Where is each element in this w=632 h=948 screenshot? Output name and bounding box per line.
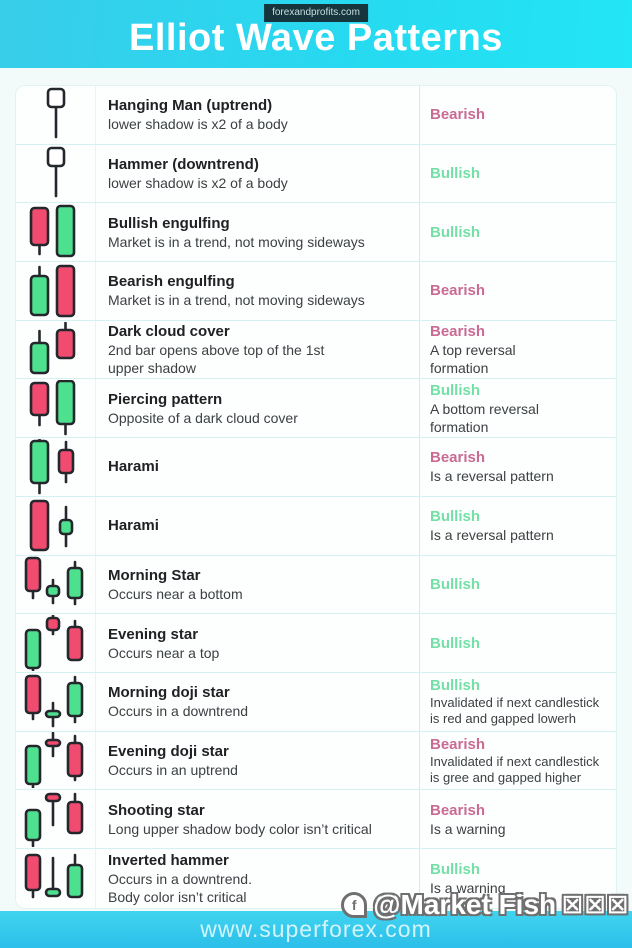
pattern-name: Bearish engulfing (108, 273, 235, 291)
pattern-row: Piercing pattern Opposite of a dark clou… (16, 379, 616, 439)
pattern-name: Harami (108, 458, 159, 476)
signal-note: Invalidated if next candlestick is red a… (430, 695, 600, 727)
pattern-name: Morning Star (108, 566, 201, 584)
hanging-man-icon (16, 86, 96, 144)
pattern-name: Shooting star (108, 801, 205, 819)
pattern-name: Morning doji star (108, 684, 230, 702)
pattern-description: Occurs in an uptrend (108, 761, 238, 778)
footer-bar: www.superforex.com (0, 911, 632, 948)
signal-note: Invalidated if next candlestick is gree … (430, 753, 600, 785)
shooting-star-icon (16, 790, 96, 848)
signal-label: Bearish (430, 106, 486, 124)
signal-note: A top reversal formation (430, 342, 516, 377)
pattern-description: Market is in a trend, not moving sideway… (108, 292, 365, 309)
dark-cloud-cover-icon (16, 320, 96, 379)
pattern-description: lower shadow is x2 of a body (108, 116, 288, 133)
pattern-description: Market is in a trend, not moving sideway… (108, 233, 365, 250)
harami-bullish-icon (16, 496, 96, 555)
pattern-row: Hanging Man (uptrend) lower shadow is x2… (16, 86, 616, 145)
pattern-name: Inverted hammer (108, 851, 229, 869)
evening-star-icon (16, 614, 96, 672)
signal-note: Is a reversal pattern (430, 468, 554, 485)
pattern-row: Bearish engulfing Market is in a trend, … (16, 262, 616, 321)
pattern-description: 2nd bar opens above top of the 1st upper… (108, 342, 325, 377)
morning-star-icon (16, 555, 96, 614)
pattern-name: Hanging Man (uptrend) (108, 97, 273, 115)
signal-label: Bullish (430, 165, 481, 183)
pattern-name: Harami (108, 517, 159, 535)
pattern-name: Bullish engulfing (108, 214, 230, 232)
pattern-row: Hammer (downtrend) lower shadow is x2 of… (16, 144, 616, 204)
signal-label: Bearish (430, 801, 486, 819)
pattern-description: Occurs near a top (108, 644, 220, 661)
pattern-row: Morning Star Occurs near a bottom Bullis… (16, 555, 616, 615)
watermark-handle: @Market Fish (373, 889, 557, 920)
signal-label: Bullish (430, 381, 481, 399)
signal-label: Bullish (430, 223, 481, 241)
source-badge: forexandprofits.com (264, 4, 368, 22)
pattern-description: Occurs in a downtrend. Body color isn’t … (108, 870, 252, 905)
pattern-name: Piercing pattern (108, 390, 223, 408)
pattern-row: Evening doji star Occurs in an uptrend B… (16, 731, 616, 791)
morning-doji-star-icon (16, 672, 96, 731)
pattern-description: Long upper shadow body color isn’t criti… (108, 820, 372, 837)
signal-note: A bottom reversal formation (430, 400, 539, 435)
pattern-row: Morning doji star Occurs in a downtrend … (16, 672, 616, 732)
signal-note: Is a warning (430, 820, 506, 837)
missing-glyph-boxes: ☒☒☒ (562, 891, 630, 918)
signal-label: Bullish (430, 860, 481, 878)
pattern-description: Opposite of a dark cloud cover (108, 409, 298, 426)
pattern-name: Evening star (108, 625, 199, 643)
pattern-description: lower shadow is x2 of a body (108, 175, 288, 192)
inverted-hammer-icon (16, 848, 96, 908)
signal-label: Bearish (430, 449, 486, 467)
signal-label: Bullish (430, 634, 481, 652)
signal-label: Bullish (430, 508, 481, 526)
piercing-pattern-icon (16, 379, 96, 438)
signal-label: Bullish (430, 575, 481, 593)
pattern-description: Occurs near a bottom (108, 585, 243, 602)
pattern-row: Harami Bearish Is a reversal pattern (16, 438, 616, 497)
patterns-table: Hanging Man (uptrend) lower shadow is x2… (15, 85, 617, 909)
bearish-engulfing-icon (16, 262, 96, 320)
signal-label: Bullish (430, 677, 481, 695)
page-title: Elliot Wave Patterns (129, 17, 503, 59)
evening-doji-star-icon (16, 731, 96, 790)
signal-label: Bearish (430, 282, 486, 300)
pattern-row: Bullish engulfing Market is in a trend, … (16, 203, 616, 263)
watermark: f @Market Fish ☒☒☒ (341, 889, 630, 921)
signal-label: Bearish (430, 735, 486, 753)
pattern-row: Inverted hammer Occurs in a downtrend. B… (16, 848, 616, 908)
pattern-row: Evening star Occurs near a top Bullish (16, 614, 616, 673)
bullish-engulfing-icon (16, 203, 96, 262)
pattern-name: Evening doji star (108, 742, 229, 760)
pattern-row: Harami Bullish Is a reversal pattern (16, 496, 616, 556)
footer-url: www.superforex.com (200, 916, 432, 942)
messenger-icon: f (341, 892, 368, 918)
pattern-row: Shooting star Long upper shadow body col… (16, 790, 616, 849)
harami-bearish-icon (16, 438, 96, 496)
pattern-description: Occurs in a downtrend (108, 703, 249, 720)
signal-note: Is a warning (430, 879, 506, 896)
pattern-name: Dark cloud cover (108, 323, 230, 341)
pattern-row: Dark cloud cover 2nd bar opens above top… (16, 320, 616, 380)
pattern-name: Hammer (downtrend) (108, 156, 259, 174)
signal-note: Is a reversal pattern (430, 527, 554, 544)
hammer-icon (16, 144, 96, 203)
signal-label: Bearish (430, 323, 486, 341)
header-banner: forexandprofits.com Elliot Wave Patterns (0, 0, 632, 68)
